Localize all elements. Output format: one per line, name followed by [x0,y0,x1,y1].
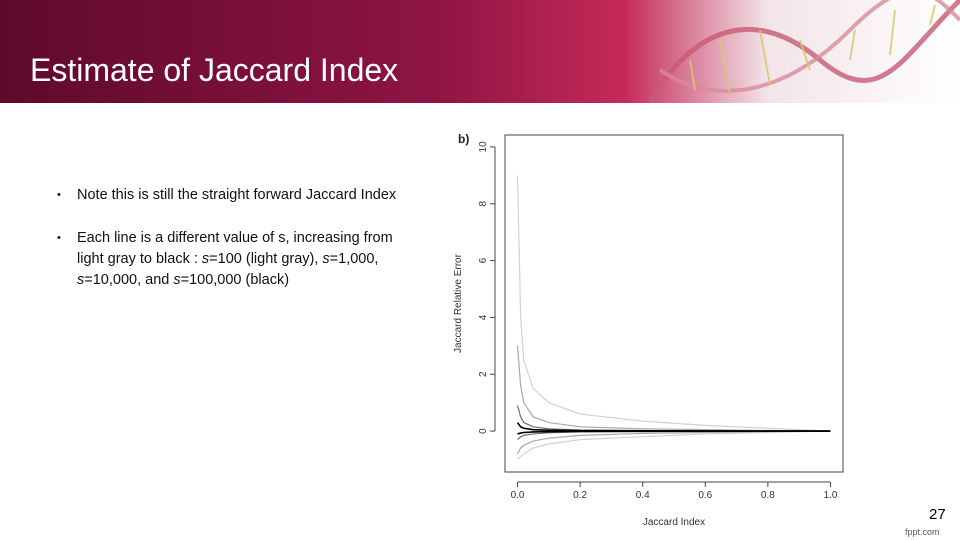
page-number: 27 [929,506,946,523]
x-tick-label: 0.8 [761,490,775,501]
y-tick-label: 8 [478,201,489,207]
bullet-list: Note this is still the straight forward … [57,185,402,313]
series-line [516,430,831,455]
x-tick-label: 0.4 [636,490,650,501]
series-line [516,345,831,432]
footer: fppt.com [905,527,940,537]
x-axis-title: Jaccard Index [643,517,705,528]
x-tick-label: 1.0 [824,490,838,501]
bullet: Each line is a different value of s, inc… [57,228,402,291]
x-tick-label: 0.6 [698,490,712,501]
slide-title: Estimate of Jaccard Index [30,52,399,88]
bullet-text: s [77,272,85,288]
series-line [517,430,831,435]
x-tick-label: 0.2 [573,490,587,501]
x-tick-label: 0.0 [511,490,525,501]
y-tick-label: 6 [478,257,489,263]
bullet-text: s [201,251,210,267]
bullet-text: Note this is still the straight forward … [77,187,397,203]
y-axis-title: Jaccard Relative Error [453,253,464,353]
header-bar: Estimate of Jaccard Index [0,0,960,103]
bullet-text: =10,000, and [84,272,174,288]
series-line [516,175,831,432]
y-tick-label: 10 [478,141,489,153]
bullet-text: Each line is a different value of s, inc… [77,230,393,267]
bullet-text: s [322,251,330,267]
bullet-text: s [173,272,181,288]
series-line [517,430,831,460]
plot-frame [504,134,844,473]
panel-label: b) [458,132,469,146]
y-tick-label: 4 [478,314,489,320]
y-tick-label: 0 [478,428,489,434]
series-line [516,405,831,432]
bullet-text: =100 (light gray), [209,251,323,267]
dna-decoration [647,0,960,102]
bullet: Note this is still the straight forward … [57,185,402,206]
y-tick-label: 2 [478,371,489,377]
bullet-text: =1,000, [329,251,379,267]
bullet-text: =100,000 (black) [180,272,290,288]
